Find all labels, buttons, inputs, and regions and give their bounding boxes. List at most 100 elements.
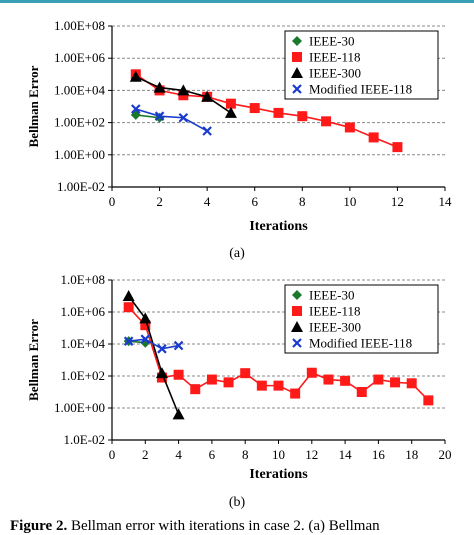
x-tick-label: 12 [305, 447, 318, 462]
x-axis-title: Iterations [249, 219, 308, 234]
series-line-ieee-300 [128, 295, 180, 415]
data-point-ieee-300 [122, 290, 135, 301]
y-tick-label: 1.00E-02 [57, 179, 105, 194]
legend-marker-modified-ieee-118-stroke-b [292, 338, 302, 348]
data-point-modified-ieee-118-stroke-b [157, 344, 167, 354]
data-point-ieee-118 [390, 377, 401, 388]
legend-marker-modified-ieee-118 [292, 338, 302, 348]
y-axis-title: Bellman Error [26, 65, 41, 147]
x-tick-label: 16 [372, 447, 386, 462]
data-point-modified-ieee-118-stroke-b [154, 111, 165, 121]
data-point-ieee-30 [154, 112, 165, 123]
y-tick-label: 1.0E+08 [60, 272, 105, 287]
data-point-ieee-118 [256, 380, 267, 391]
legend-marker-modified-ieee-118-stroke-b [292, 84, 302, 94]
x-tick-label: 8 [299, 194, 306, 209]
legend-label-modified-ieee-118: Modified IEEE-118 [309, 82, 412, 97]
y-tick-label: 1.00E+04 [54, 82, 106, 97]
series-ieee-300 [122, 290, 185, 420]
legend-marker-ieee-300 [291, 67, 303, 78]
legend-marker-ieee-30 [292, 290, 302, 300]
panel-label: (b) [229, 495, 246, 510]
legend-label-modified-ieee-118: Modified IEEE-118 [309, 336, 412, 351]
data-point-ieee-300 [172, 408, 185, 420]
data-point-modified-ieee-118-stroke-b [123, 336, 134, 346]
data-point-ieee-118 [273, 107, 284, 118]
data-point-modified-ieee-118 [131, 104, 141, 114]
figure-caption: Figure 2. Bellman error with iterations … [10, 518, 474, 535]
x-tick-label: 2 [156, 194, 163, 209]
data-point-ieee-118 [140, 320, 151, 331]
x-tick-label: 4 [204, 194, 211, 209]
data-point-ieee-118 [240, 368, 251, 379]
data-point-ieee-300 [155, 367, 168, 379]
data-point-modified-ieee-118 [154, 111, 165, 121]
x-tick-label: 4 [175, 447, 182, 462]
chart-panel-a: 1.00E+08 1.00E+06 1.00E+04 1.00E+02 1.00E+00… [26, 18, 452, 261]
data-point-ieee-300 [224, 106, 237, 118]
x-tick-label: 2 [142, 447, 149, 462]
x-tick-label: 6 [209, 447, 216, 462]
data-point-modified-ieee-118-stroke-b [173, 340, 184, 351]
x-tick-label: 12 [391, 194, 404, 209]
y-tick-label: 1.00E+08 [54, 18, 105, 33]
data-point-ieee-118 [306, 367, 317, 378]
data-point-ieee-118 [323, 374, 334, 385]
legend-marker-ieee-30 [292, 36, 302, 46]
series-line-modified-ieee-118 [128, 338, 179, 350]
legend-label-ieee-30: IEEE-30 [309, 34, 354, 49]
x-tick-label: 6 [251, 194, 258, 209]
data-point-ieee-118 [123, 302, 134, 313]
x-tick-label: 8 [242, 447, 249, 462]
data-point-ieee-118 [344, 122, 355, 133]
data-point-ieee-118 [225, 98, 236, 109]
x-tick-label: 0 [109, 194, 116, 209]
y-axis-title: Bellman Error [26, 319, 41, 401]
legend-label-ieee-118: IEEE-118 [309, 50, 361, 65]
data-point-modified-ieee-118-stroke-b [131, 104, 141, 114]
data-point-modified-ieee-118 [202, 126, 212, 136]
data-point-ieee-300 [201, 90, 214, 102]
y-tick-label: 1.0E+02 [60, 368, 105, 383]
data-point-ieee-118 [340, 375, 351, 386]
series-ieee-300 [129, 70, 237, 118]
panel-label: (a) [229, 246, 245, 261]
x-tick-label: 0 [109, 447, 116, 462]
data-point-ieee-300 [139, 312, 152, 324]
data-point-ieee-118 [368, 132, 379, 143]
x-tick-label: 20 [439, 447, 452, 462]
x-axis-title: Iterations [249, 467, 308, 482]
data-point-ieee-300 [153, 81, 166, 93]
data-point-ieee-118 [273, 380, 284, 391]
data-point-ieee-118 [356, 387, 367, 397]
data-point-ieee-118 [190, 384, 201, 395]
x-tick-label: 14 [339, 447, 353, 462]
data-point-ieee-118 [173, 369, 184, 380]
legend-label-ieee-300: IEEE-300 [309, 66, 361, 81]
data-point-modified-ieee-118 [140, 334, 151, 344]
x-tick-label: 10 [343, 194, 356, 209]
data-point-ieee-118 [249, 103, 260, 114]
data-point-ieee-118 [392, 142, 403, 153]
legend-marker-ieee-300 [291, 321, 303, 332]
data-point-ieee-300 [177, 84, 190, 96]
data-point-modified-ieee-118 [157, 344, 167, 354]
legend-marker-ieee-118 [292, 52, 302, 62]
data-point-ieee-118 [423, 395, 434, 406]
figure-caption-text: Bellman error with iterations in case 2.… [70, 518, 380, 534]
series-modified-ieee-118 [131, 104, 212, 136]
data-point-ieee-118 [206, 374, 217, 385]
data-point-ieee-118 [223, 377, 234, 388]
x-tick-label: 10 [272, 447, 285, 462]
y-tick-label: 1.00E+00 [54, 147, 105, 162]
y-tick-label: 1.00E+06 [54, 50, 106, 65]
legend-label-ieee-30: IEEE-30 [309, 288, 354, 303]
y-tick-label: 1.0E+06 [60, 304, 105, 319]
data-point-modified-ieee-118-stroke-b [202, 126, 212, 136]
series-line-modified-ieee-118 [135, 108, 208, 132]
y-tick-label: 1.0E-02 [63, 432, 105, 447]
legend-marker-modified-ieee-118 [292, 84, 302, 94]
